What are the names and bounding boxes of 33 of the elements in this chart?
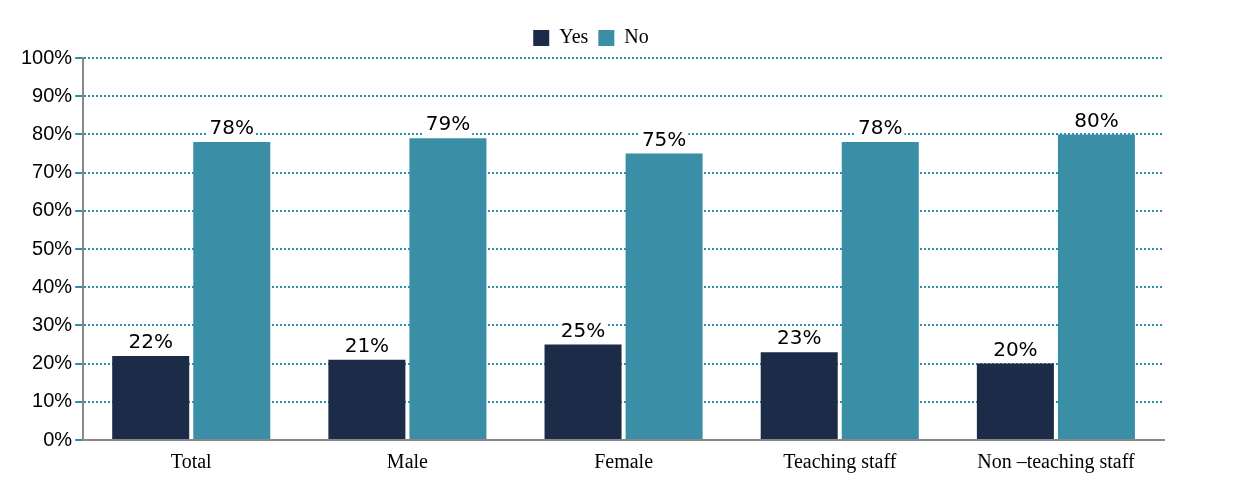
data-label: 20% bbox=[993, 336, 1038, 361]
data-label: 21% bbox=[344, 332, 390, 357]
data-label: 79% bbox=[425, 111, 471, 136]
y-tick-label: 60% bbox=[32, 198, 73, 221]
x-tick-label: Teaching staff bbox=[783, 450, 897, 474]
y-tick-label: 90% bbox=[32, 83, 73, 106]
bar bbox=[328, 359, 406, 439]
y-tick-label: 40% bbox=[32, 274, 73, 297]
y-tick-label: 0% bbox=[43, 427, 73, 450]
y-tick-label: 30% bbox=[32, 312, 73, 335]
y-tick-label: 80% bbox=[32, 121, 73, 144]
data-label: 75% bbox=[641, 126, 687, 151]
data-label: 22% bbox=[128, 329, 173, 354]
x-tick-label: Female bbox=[594, 450, 654, 473]
legend-label: No bbox=[624, 25, 649, 48]
data-label: 80% bbox=[1074, 107, 1119, 132]
x-tick-label: Male bbox=[386, 450, 429, 473]
x-tick-label: Non –teaching staff bbox=[977, 450, 1135, 474]
y-tick-label: 100% bbox=[21, 45, 73, 68]
y-tick-label: 20% bbox=[32, 351, 73, 374]
y-tick-label: 10% bbox=[32, 389, 73, 412]
bar bbox=[760, 352, 838, 439]
data-label: 25% bbox=[560, 317, 606, 342]
data-label: 78% bbox=[858, 115, 903, 140]
y-tick-label: 50% bbox=[32, 236, 73, 259]
bar bbox=[544, 344, 622, 439]
legend-label: Yes bbox=[559, 25, 589, 48]
bar bbox=[112, 355, 190, 439]
bar bbox=[976, 363, 1054, 439]
y-tick-label: 70% bbox=[32, 160, 73, 183]
data-label: 78% bbox=[209, 115, 254, 140]
data-label: 23% bbox=[776, 325, 822, 350]
x-tick-label: Total bbox=[170, 450, 213, 473]
